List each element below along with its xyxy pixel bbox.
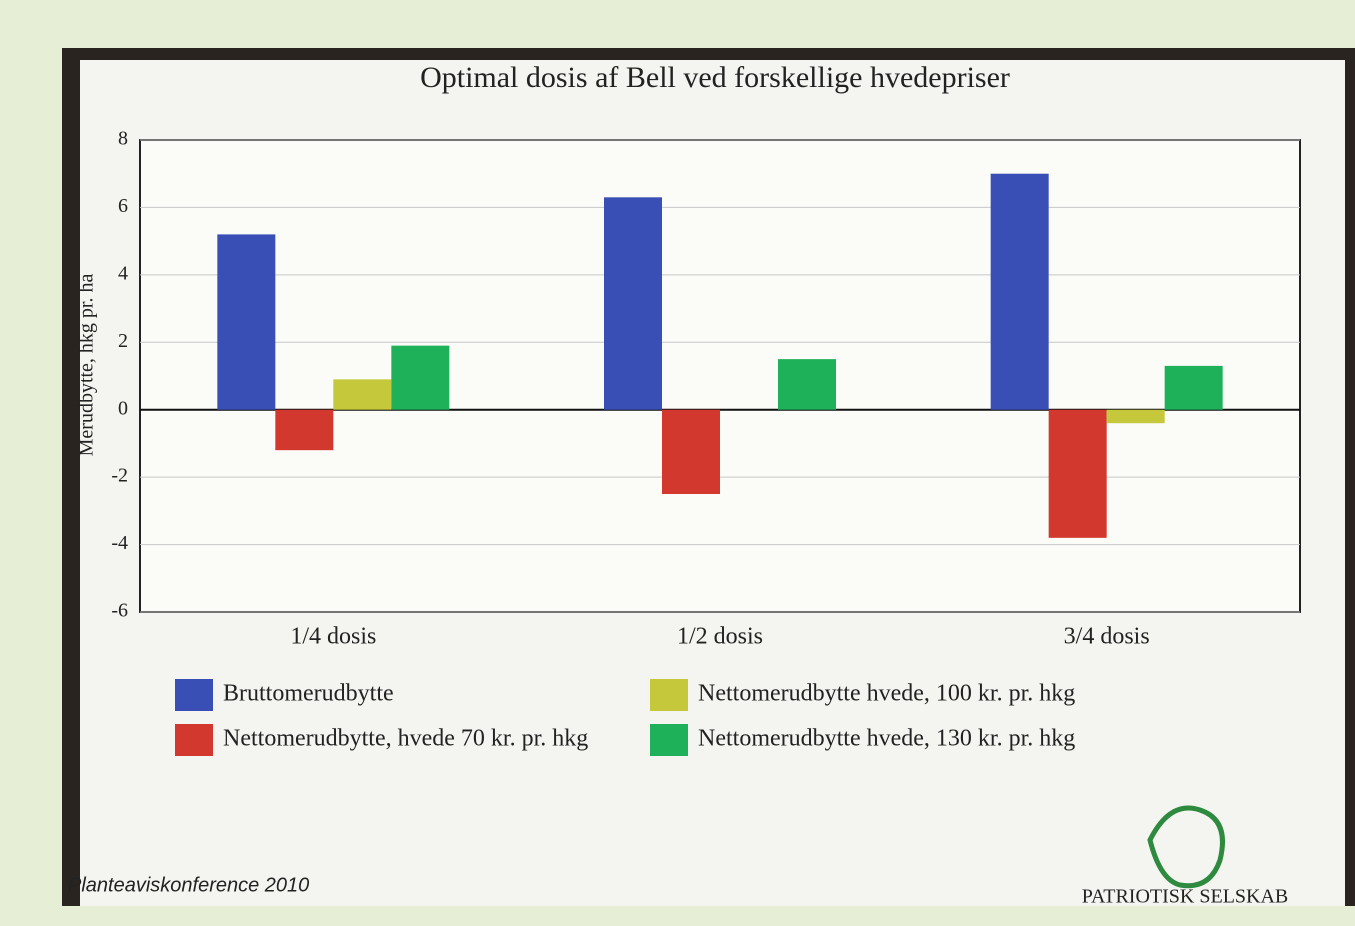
bar <box>217 234 275 409</box>
legend-label: Bruttomerudbytte <box>223 681 394 707</box>
bar <box>662 410 720 494</box>
y-tick-label: 2 <box>118 330 128 352</box>
legend-label: Nettomerudbytte hvede, 100 kr. pr. hkg <box>698 681 1075 707</box>
x-tick-label: 1/2 dosis <box>677 624 763 650</box>
legend-swatch <box>650 679 688 711</box>
y-tick-label: -2 <box>111 465 128 487</box>
footer: Planteaviskonference 2010 <box>68 874 309 896</box>
chart: Optimal dosis af Bell ved forskellige hv… <box>0 0 1355 926</box>
legend-label: Nettomerudbytte, hvede 70 kr. pr. hkg <box>223 726 588 752</box>
bar <box>1107 410 1165 423</box>
bar <box>391 346 449 410</box>
legend-swatch <box>175 679 213 711</box>
bar <box>1165 366 1223 410</box>
plot-area <box>140 140 1300 612</box>
y-tick-label: -4 <box>111 532 128 554</box>
y-tick-label: 4 <box>118 262 128 284</box>
legend-swatch <box>650 724 688 756</box>
x-tick-label: 3/4 dosis <box>1064 624 1150 650</box>
logo-text: PATRIOTISK SELSKAB <box>1082 886 1289 908</box>
page: Optimal dosis af Bell ved forskellige hv… <box>0 0 1355 926</box>
bar <box>991 174 1049 410</box>
bar <box>604 197 662 409</box>
bar <box>1049 410 1107 538</box>
y-tick-label: 6 <box>118 195 128 217</box>
legend-swatch <box>175 724 213 756</box>
y-tick-label: 0 <box>118 397 128 419</box>
y-tick-label: 8 <box>118 128 128 150</box>
x-tick-label: 1/4 dosis <box>290 624 376 650</box>
bar <box>333 379 391 409</box>
y-axis-label: Merudbytte, hkg pr. ha <box>76 274 98 457</box>
legend-label: Nettomerudbytte hvede, 130 kr. pr. hkg <box>698 726 1075 752</box>
bar <box>275 410 333 450</box>
bar <box>778 359 836 410</box>
chart-title: Optimal dosis af Bell ved forskellige hv… <box>420 61 1010 94</box>
y-tick-label: -6 <box>111 600 128 622</box>
